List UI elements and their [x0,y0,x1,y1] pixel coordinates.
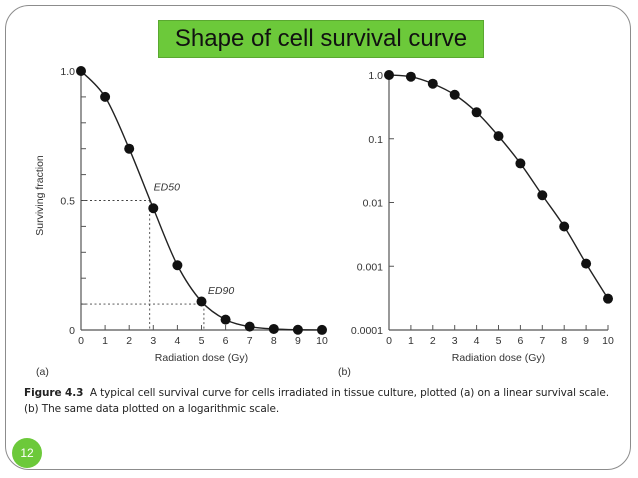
figure-label: Figure 4.3 [24,387,84,399]
data-point [471,107,482,118]
x-tick-label: 3 [452,335,458,347]
data-point [427,78,438,89]
x-tick-label: 2 [430,335,436,347]
slide-title-box: Shape of cell survival curve [158,20,484,58]
x-tick-label: 4 [174,335,180,347]
data-point [449,89,460,100]
x-tick-label: 3 [150,335,156,347]
y-tick-label: 1.0 [368,70,383,82]
panel-label: (b) [338,366,351,378]
data-point [220,314,231,325]
x-axis-label: Radiation dose (Gy) [155,352,248,364]
slide-number-badge: 12 [12,438,42,468]
data-point [148,203,159,214]
x-tick-label: 8 [561,335,567,347]
annotation-label: ED50 [154,182,180,194]
x-tick-label: 7 [539,335,545,347]
x-tick-label: 9 [583,335,589,347]
x-tick-label: 9 [295,335,301,347]
chart-a-linear: 0 1 2 3 4 5 6 7 8 9 10 0 0.5 1.0 ED50 ED90 Radiation dos… [34,66,328,378]
data-point [292,324,303,335]
data-point [196,296,207,307]
slide-number: 12 [20,446,34,460]
figure-caption: Figure 4.3 A typical cell survival curve… [24,385,609,417]
x-tick-label: 4 [474,335,480,347]
data-point [244,321,255,332]
data-point [493,131,504,142]
y-tick-label: 0.5 [60,196,75,208]
x-tick-label: 5 [496,335,502,347]
data-point [581,258,592,269]
x-axis-label: Radiation dose (Gy) [452,352,545,364]
caption-line1: A typical cell survival curve for cells … [89,387,609,399]
y-tick-label: 0.1 [368,134,383,146]
x-tick-label: 0 [386,335,392,347]
survival-curve [388,74,609,300]
data-point [172,260,183,271]
x-tick-label: 1 [102,335,108,347]
data-point [537,190,548,201]
data-point [76,66,86,76]
y-tick-label: 0 [69,325,75,337]
data-point [124,143,135,154]
y-tick-label: 0.0001 [351,325,383,337]
annotation-label: ED90 [208,285,234,297]
data-point [100,91,111,102]
y-tick-label: 0.001 [357,261,383,273]
panel-label: (a) [36,366,49,378]
x-tick-label: 6 [517,335,523,347]
data-point [384,70,394,80]
y-tick-label: 0.01 [363,198,384,210]
x-tick-label: 7 [247,335,253,347]
slide-title: Shape of cell survival curve [174,25,468,52]
chart-b-log: 0 1 2 3 4 5 6 7 8 9 10 0.0001 0.001 0.01 0.1 1.0 Radiati… [338,70,614,378]
x-tick-label: 6 [223,335,229,347]
slide-frame [5,5,631,470]
caption-line2: (b) The same data plotted on a logarithm… [24,403,280,415]
data-point [317,324,327,335]
x-tick-label: 10 [316,335,328,347]
data-point [515,158,526,169]
x-tick-label: 8 [271,335,277,347]
x-tick-label: 0 [78,335,84,347]
data-point [268,323,279,334]
x-tick-label: 5 [199,335,205,347]
y-tick-label: 1.0 [60,66,75,78]
x-tick-label: 1 [408,335,414,347]
x-tick-label: 10 [602,335,614,347]
x-tick-label: 2 [126,335,132,347]
data-point [559,221,570,232]
data-point [405,71,416,82]
data-point [603,293,613,304]
y-axis-label: Surviving fraction [34,155,46,236]
